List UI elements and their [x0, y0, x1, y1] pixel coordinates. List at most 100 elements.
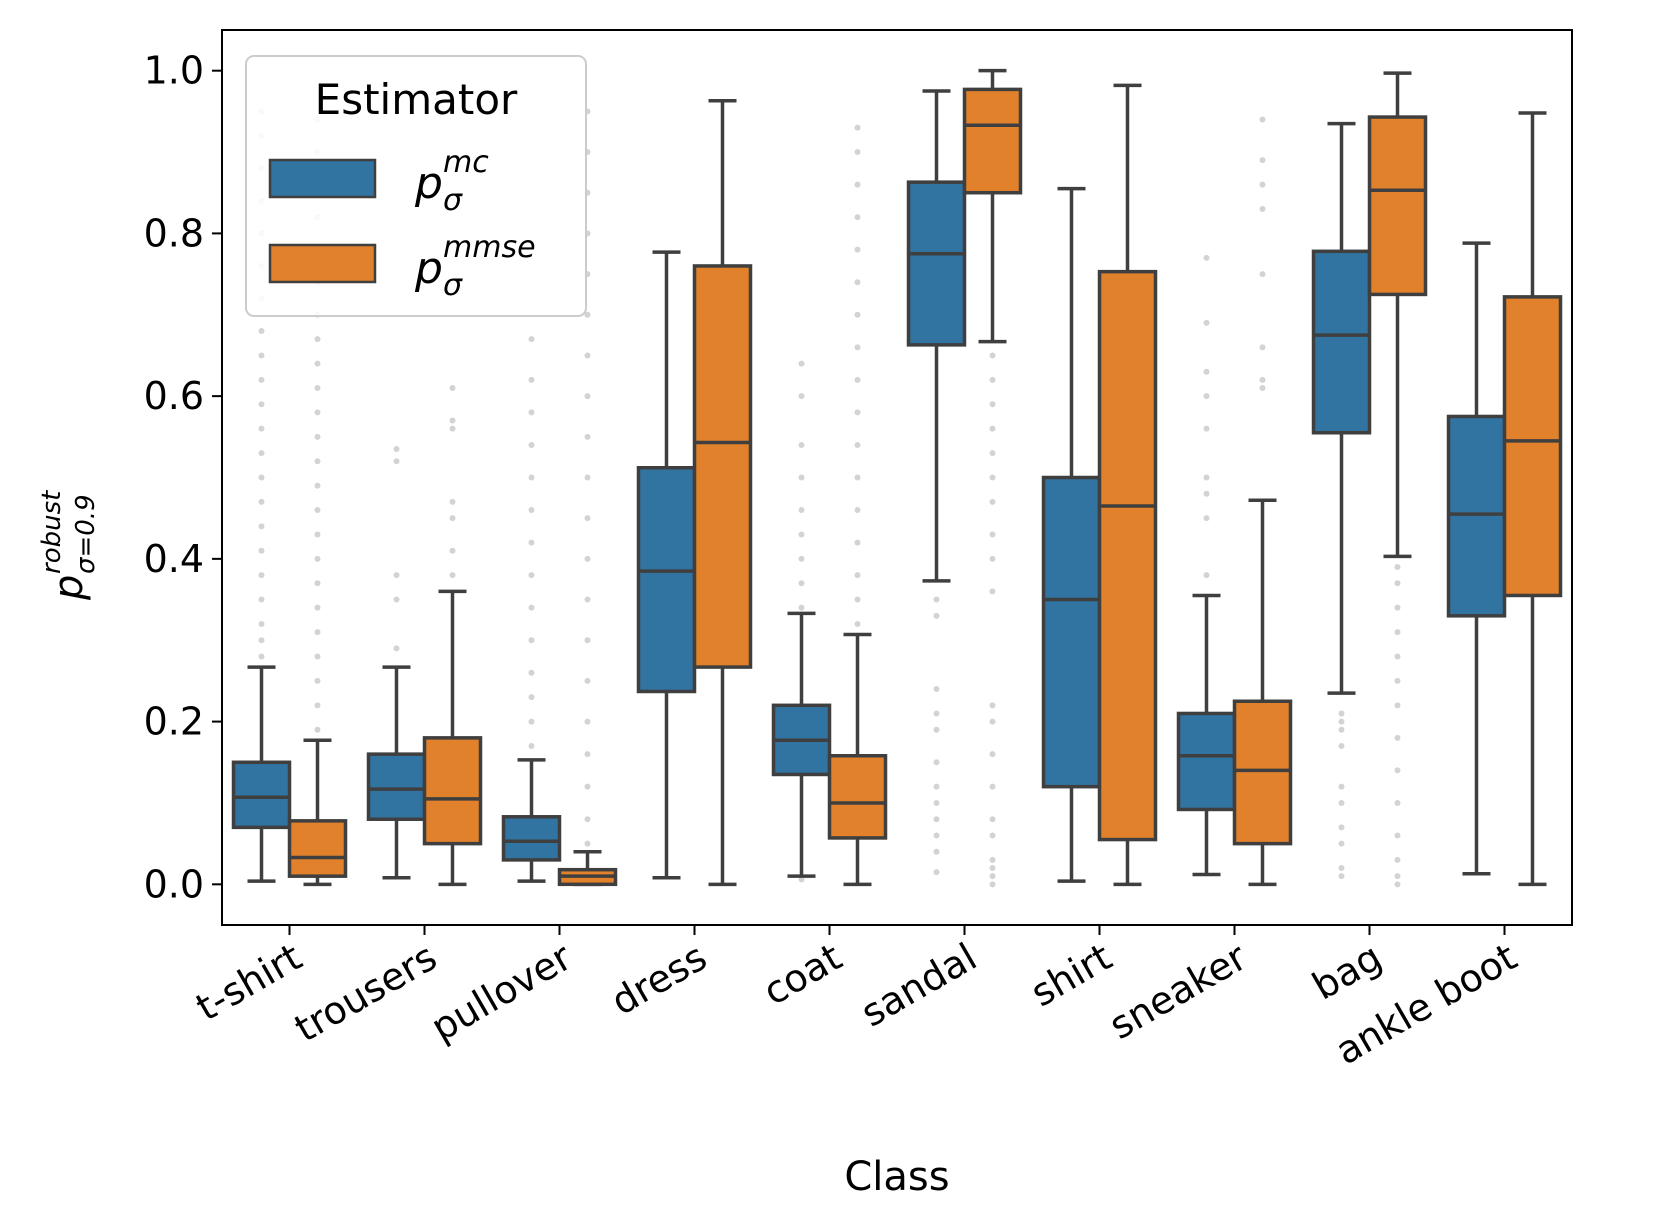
outlier-point [1338, 743, 1345, 749]
outlier-point [258, 523, 265, 530]
outlier-point [798, 604, 805, 611]
box-iqr [827, 754, 888, 840]
outlier-point [314, 360, 321, 367]
outlier-point [314, 531, 321, 538]
outlier-point [314, 702, 321, 709]
outlier-point [314, 458, 321, 465]
outlier-point [1338, 718, 1345, 725]
outlier-point [854, 620, 861, 627]
fliers-mc-pullover [528, 336, 535, 749]
box-iqr [1041, 475, 1102, 789]
outlier-point [258, 328, 265, 335]
outlier-point [258, 547, 265, 554]
box-mc-pullover [501, 758, 562, 883]
y-tick-label: 0.2 [144, 700, 204, 744]
outlier-point [258, 653, 265, 660]
outlier-point [1394, 856, 1401, 863]
y-tick-label: 0.4 [144, 537, 204, 581]
outlier-point [989, 751, 996, 758]
outlier-point [314, 482, 321, 489]
outlier-point [933, 869, 940, 876]
outlier-point [989, 376, 996, 383]
outlier-point [989, 865, 996, 872]
outlier-point [798, 441, 805, 448]
outlier-point [1203, 368, 1210, 375]
outlier-point [1259, 157, 1266, 164]
legend-swatch-mc [268, 158, 377, 199]
box-mc-t-shirt [231, 665, 292, 883]
outlier-point [1259, 385, 1266, 391]
outlier-point [1338, 710, 1345, 717]
legend-label-mmse-subscript: σ [443, 268, 463, 303]
legend-swatch-mmse [268, 243, 377, 284]
outlier-point [1338, 840, 1345, 847]
box-iqr [692, 264, 753, 669]
outlier-point [528, 539, 535, 546]
outlier-point [528, 572, 535, 579]
outlier-point [528, 336, 535, 343]
outlier-point [854, 344, 861, 351]
outlier-point [528, 474, 535, 481]
outlier-point [528, 409, 535, 416]
outlier-point [933, 799, 940, 806]
outlier-point [393, 645, 400, 652]
outlier-point [798, 360, 805, 367]
box-mmse-trousers [422, 589, 483, 887]
boxes-layer [231, 68, 1563, 887]
box-mmse-dress [692, 99, 753, 887]
outlier-point [989, 881, 996, 888]
outlier-point [854, 279, 861, 286]
outlier-point [989, 531, 996, 538]
legend-title: Estimator [315, 75, 518, 124]
outlier-point [258, 401, 265, 408]
outlier-point [989, 718, 996, 725]
outlier-point [933, 816, 940, 823]
legend-label-mc-subscript: σ [443, 183, 463, 218]
box-iqr [501, 815, 562, 862]
outlier-point [584, 816, 591, 823]
outlier-point [854, 409, 861, 416]
fliers-mc-bag [1338, 710, 1345, 880]
outlier-point [393, 596, 400, 603]
outlier-point [933, 612, 940, 619]
y-tick-label: 0.6 [144, 374, 204, 418]
outlier-point [528, 669, 535, 676]
outlier-point [258, 498, 265, 505]
outlier-point [584, 596, 591, 603]
outlier-point [449, 385, 456, 391]
outlier-point [1394, 702, 1401, 709]
outlier-point [584, 783, 591, 790]
box-iqr [962, 87, 1023, 195]
outlier-point [1338, 726, 1345, 733]
box-iqr [1502, 295, 1563, 598]
outlier-point [933, 710, 940, 717]
outlier-point [258, 572, 265, 579]
outlier-point [1394, 653, 1401, 660]
legend-label-mc-symbol: p [414, 158, 443, 209]
outlier-point [1338, 865, 1345, 872]
outlier-point [258, 596, 265, 603]
box-iqr [1232, 699, 1293, 846]
outlier-point [854, 441, 861, 448]
outlier-point [1259, 376, 1266, 383]
outlier-point [989, 401, 996, 408]
box-mmse-ankle-boot [1502, 111, 1563, 887]
outlier-point [854, 181, 861, 188]
outlier-point [933, 596, 940, 603]
box-mmse-sandal [962, 68, 1023, 344]
fliers-mc-coat [798, 360, 805, 883]
outlier-point [449, 498, 456, 505]
box-mmse-t-shirt [287, 738, 348, 887]
outlier-point [314, 433, 321, 440]
box-mc-shirt [1041, 186, 1102, 883]
outlier-point [854, 246, 861, 253]
outlier-point [584, 515, 591, 522]
outlier-point [314, 409, 321, 416]
box-mmse-coat [827, 632, 888, 887]
outlier-point [933, 783, 940, 790]
outlier-point [798, 393, 805, 400]
outlier-point [933, 848, 940, 855]
box-iqr [1367, 115, 1428, 297]
outlier-point [584, 433, 591, 440]
outlier-point [989, 832, 996, 839]
